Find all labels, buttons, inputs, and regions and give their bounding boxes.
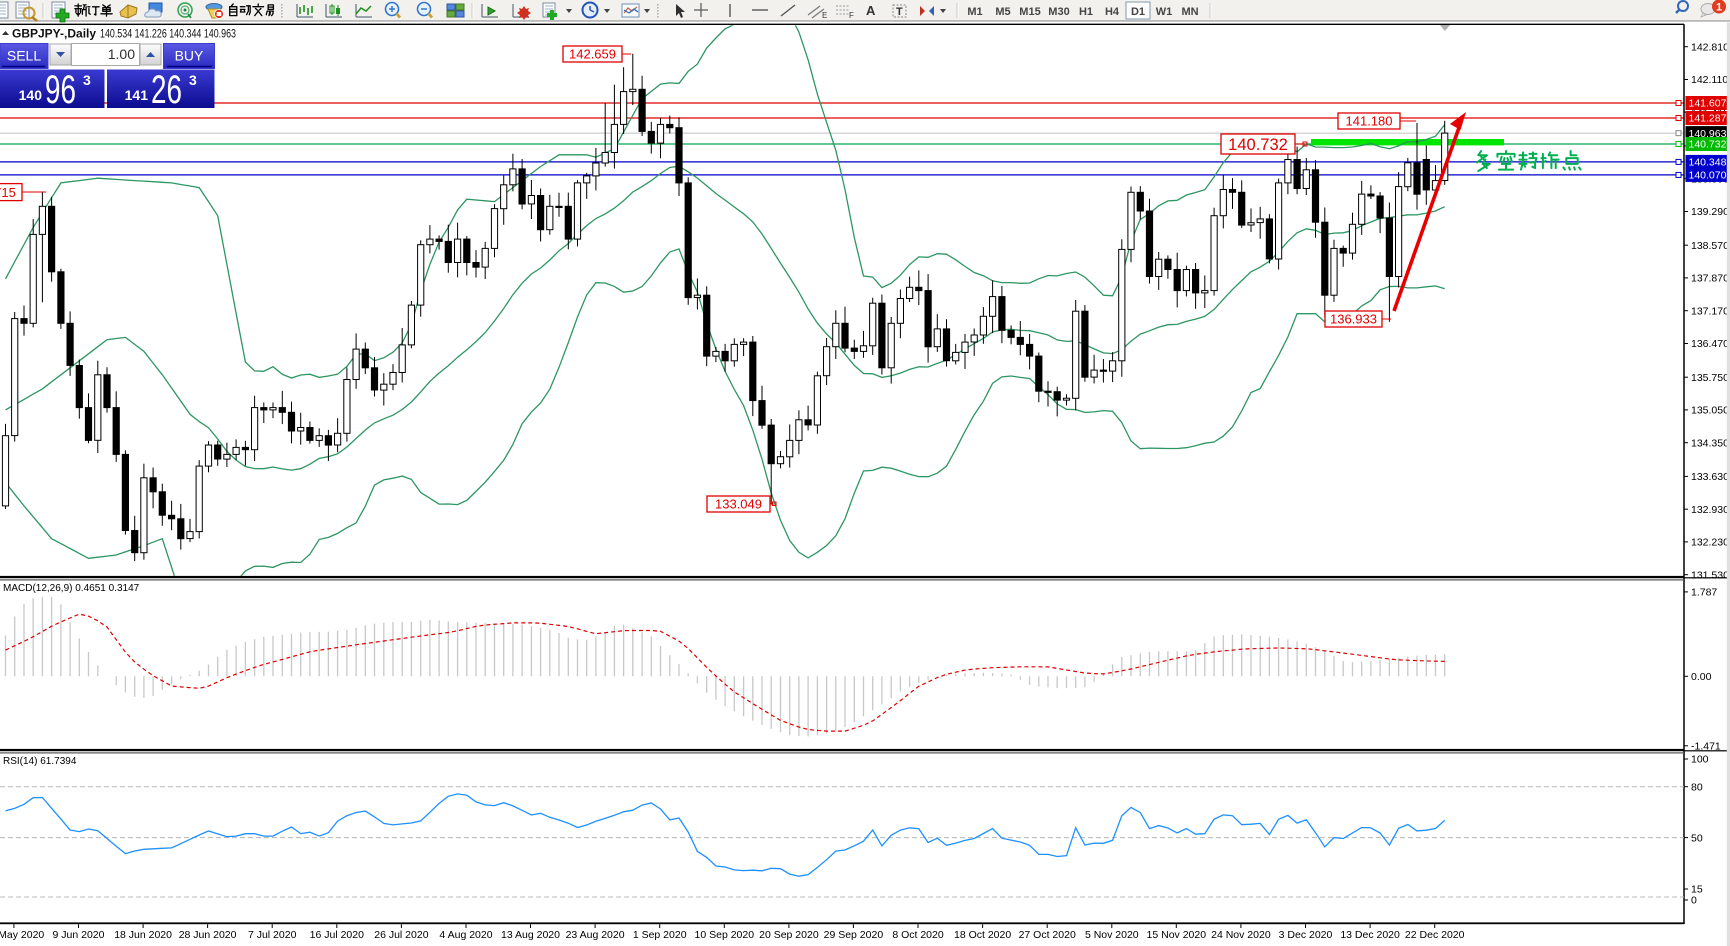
svg-text:D1: D1 — [1131, 6, 1145, 18]
svg-text:142.110: 142.110 — [1691, 74, 1728, 86]
svg-text:22 Dec 2020: 22 Dec 2020 — [1405, 929, 1465, 941]
svg-text:A: A — [866, 3, 876, 18]
svg-text:18 Oct 2020: 18 Oct 2020 — [954, 929, 1011, 941]
svg-text:4 Aug 2020: 4 Aug 2020 — [439, 929, 492, 941]
svg-text:140.070: 140.070 — [1689, 170, 1727, 182]
svg-text:3 Dec 2020: 3 Dec 2020 — [1279, 929, 1333, 941]
svg-text:1: 1 — [1716, 2, 1722, 14]
svg-text:138.570: 138.570 — [1691, 240, 1729, 252]
svg-text:28 Jun 2020: 28 Jun 2020 — [179, 929, 237, 941]
svg-text:SELL: SELL — [7, 48, 41, 64]
svg-text:142.659: 142.659 — [569, 47, 616, 62]
svg-text:20 Sep 2020: 20 Sep 2020 — [759, 929, 819, 941]
svg-text:9 Jun 2020: 9 Jun 2020 — [53, 929, 105, 941]
svg-text:141.180: 141.180 — [1346, 114, 1393, 129]
svg-text:1 Sep 2020: 1 Sep 2020 — [633, 929, 687, 941]
svg-text:26 Jul 2020: 26 Jul 2020 — [374, 929, 428, 941]
svg-text:15 Nov 2020: 15 Nov 2020 — [1147, 929, 1207, 941]
svg-text:3: 3 — [189, 72, 197, 88]
svg-text:142.810: 142.810 — [1691, 41, 1729, 53]
svg-text:13 Dec 2020: 13 Dec 2020 — [1340, 929, 1400, 941]
svg-text:MN: MN — [1181, 6, 1198, 18]
svg-text:M5: M5 — [995, 6, 1010, 18]
svg-text:1.787: 1.787 — [1691, 587, 1717, 599]
svg-text:140.732: 140.732 — [1689, 139, 1727, 151]
svg-text:136.933: 136.933 — [1330, 312, 1377, 327]
svg-text:GBPJPY-,Daily: GBPJPY-,Daily — [12, 27, 96, 41]
svg-text:96: 96 — [45, 68, 76, 112]
svg-text:139.290: 139.290 — [1691, 206, 1729, 218]
svg-text:5 Nov 2020: 5 Nov 2020 — [1085, 929, 1139, 941]
svg-text:-1.471: -1.471 — [1691, 741, 1721, 753]
svg-text:W1: W1 — [1156, 6, 1173, 18]
svg-text:140.963: 140.963 — [1689, 128, 1727, 140]
svg-text:0: 0 — [1691, 895, 1697, 907]
svg-text:23 Aug 2020: 23 Aug 2020 — [566, 929, 625, 941]
svg-text:133.630: 133.630 — [1691, 471, 1729, 483]
svg-text:BUY: BUY — [175, 48, 204, 64]
svg-text:MACD(12,26,9) 0.4651 0.3147: MACD(12,26,9) 0.4651 0.3147 — [3, 583, 140, 594]
svg-text:140.534 141.226 140.344 140.96: 140.534 141.226 140.344 140.963 — [100, 29, 236, 41]
svg-text:100: 100 — [1691, 754, 1709, 766]
svg-text:1.00: 1.00 — [108, 46, 135, 62]
svg-text:135.050: 135.050 — [1691, 405, 1729, 417]
svg-text:3: 3 — [83, 72, 91, 88]
svg-text:F: F — [849, 11, 854, 20]
svg-text:135.750: 135.750 — [1691, 372, 1729, 384]
svg-text:26: 26 — [151, 68, 182, 112]
svg-text:140: 140 — [19, 87, 43, 103]
svg-text:18 Jun 2020: 18 Jun 2020 — [114, 929, 172, 941]
svg-text:T: T — [896, 6, 903, 18]
svg-text:141.607: 141.607 — [1689, 98, 1727, 110]
svg-text:29 Sep 2020: 29 Sep 2020 — [824, 929, 884, 941]
svg-text:137.870: 137.870 — [1691, 273, 1729, 285]
svg-text:0.00: 0.00 — [1691, 671, 1712, 683]
svg-text:E: E — [822, 11, 827, 20]
svg-text:132.930: 132.930 — [1691, 504, 1729, 516]
svg-text:16 Jul 2020: 16 Jul 2020 — [310, 929, 364, 941]
svg-text:80: 80 — [1691, 781, 1703, 793]
svg-text:140.732: 140.732 — [1228, 136, 1288, 154]
svg-text:24 Nov 2020: 24 Nov 2020 — [1211, 929, 1271, 941]
svg-text:134.350: 134.350 — [1691, 437, 1729, 449]
svg-text:M15: M15 — [1019, 6, 1040, 18]
svg-text:50: 50 — [1691, 832, 1703, 844]
svg-text:H1: H1 — [1079, 6, 1093, 18]
svg-text:132.230: 132.230 — [1691, 537, 1729, 549]
svg-text:13 Aug 2020: 13 Aug 2020 — [501, 929, 560, 941]
svg-text:H4: H4 — [1105, 6, 1120, 18]
svg-text:133.049: 133.049 — [715, 497, 762, 512]
svg-text:715: 715 — [0, 185, 16, 200]
svg-text:M30: M30 — [1048, 6, 1069, 18]
svg-text:7 Jul 2020: 7 Jul 2020 — [248, 929, 297, 941]
svg-text:M1: M1 — [967, 6, 982, 18]
svg-text:RSI(14) 61.7394: RSI(14) 61.7394 — [3, 756, 77, 767]
svg-text:8 Oct 2020: 8 Oct 2020 — [892, 929, 944, 941]
svg-text:27 Oct 2020: 27 Oct 2020 — [1019, 929, 1076, 941]
svg-text:29 May 2020: 29 May 2020 — [0, 929, 44, 941]
svg-text:140.348: 140.348 — [1689, 157, 1727, 169]
svg-text:141: 141 — [125, 87, 149, 103]
svg-text:141.287: 141.287 — [1689, 113, 1727, 125]
svg-text:137.170: 137.170 — [1691, 305, 1729, 317]
svg-text:15: 15 — [1691, 884, 1703, 896]
svg-text:10 Sep 2020: 10 Sep 2020 — [695, 929, 755, 941]
svg-text:136.470: 136.470 — [1691, 338, 1729, 350]
svg-text:131.530: 131.530 — [1691, 569, 1729, 581]
